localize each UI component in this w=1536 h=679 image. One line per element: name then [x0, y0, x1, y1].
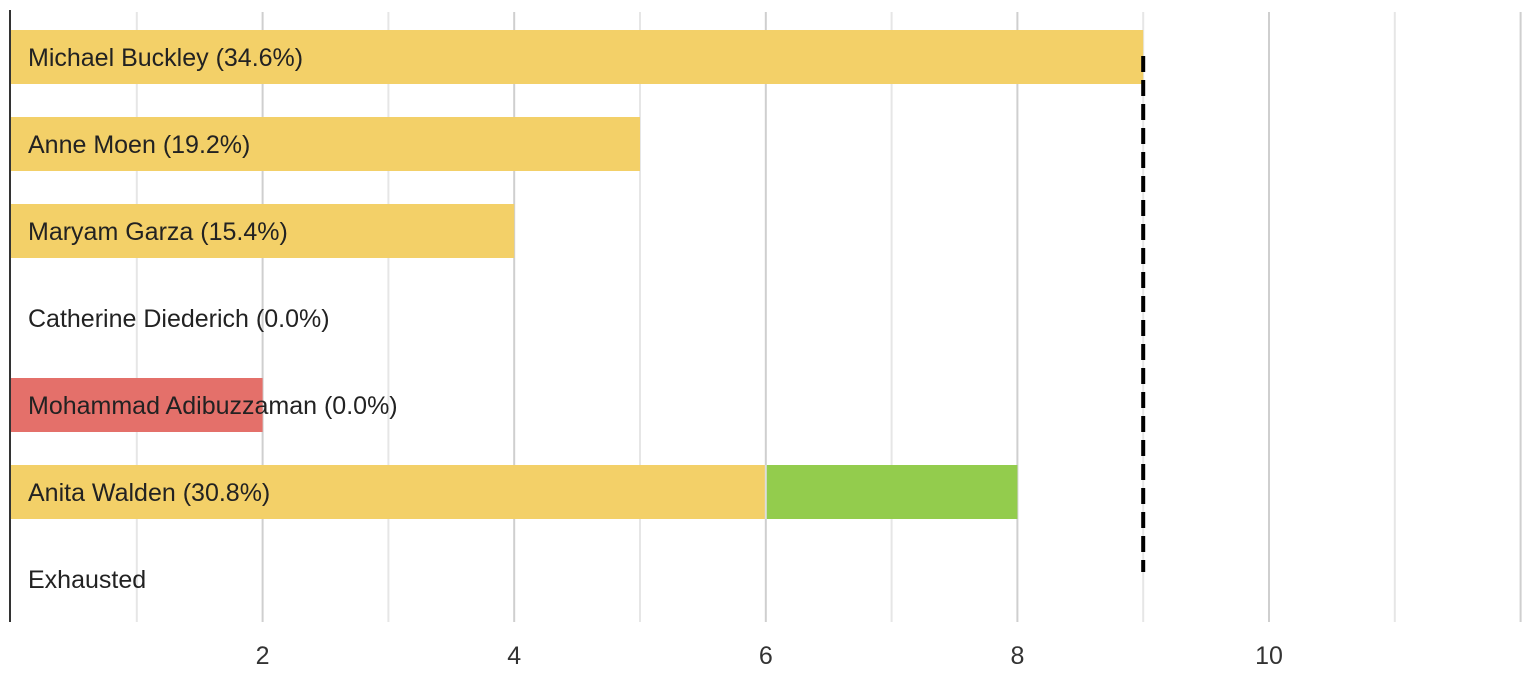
bar-label-1: Anne Moen (19.2%) [28, 131, 250, 159]
bar-labels: Michael Buckley (34.6%) Anne Moen (19.2%)… [28, 44, 398, 594]
x-tick-label-2: 2 [256, 642, 270, 670]
bar-row-2-segment-0 [11, 204, 515, 258]
bar-row-4-segment-1 [11, 378, 263, 432]
bar-label-0: Michael Buckley (34.6%) [28, 44, 303, 72]
bar-label-4: Mohammad Adibuzzaman (0.0%) [28, 392, 398, 420]
bar-label-5: Anita Walden (30.8%) [28, 479, 270, 507]
x-tick-label-4: 4 [507, 642, 521, 670]
x-tick-label-8: 8 [1010, 642, 1024, 670]
bar-row-5-segment-0 [11, 465, 766, 519]
bar-row-0-segment-0 [11, 30, 1144, 84]
bar-row-5-segment-2 [765, 465, 1018, 519]
x-tick-label-6: 6 [759, 642, 773, 670]
x-axis-ticks: 2 4 6 8 10 [256, 642, 1283, 670]
bar-row-1-segment-0 [11, 117, 640, 171]
x-tick-label-10: 10 [1255, 642, 1283, 670]
bars [11, 30, 1144, 519]
bar-label-6: Exhausted [28, 566, 146, 594]
bar-label-2: Maryam Garza (15.4%) [28, 218, 288, 246]
gridlines [135, 12, 1522, 622]
bar-label-3: Catherine Diederich (0.0%) [28, 305, 330, 333]
